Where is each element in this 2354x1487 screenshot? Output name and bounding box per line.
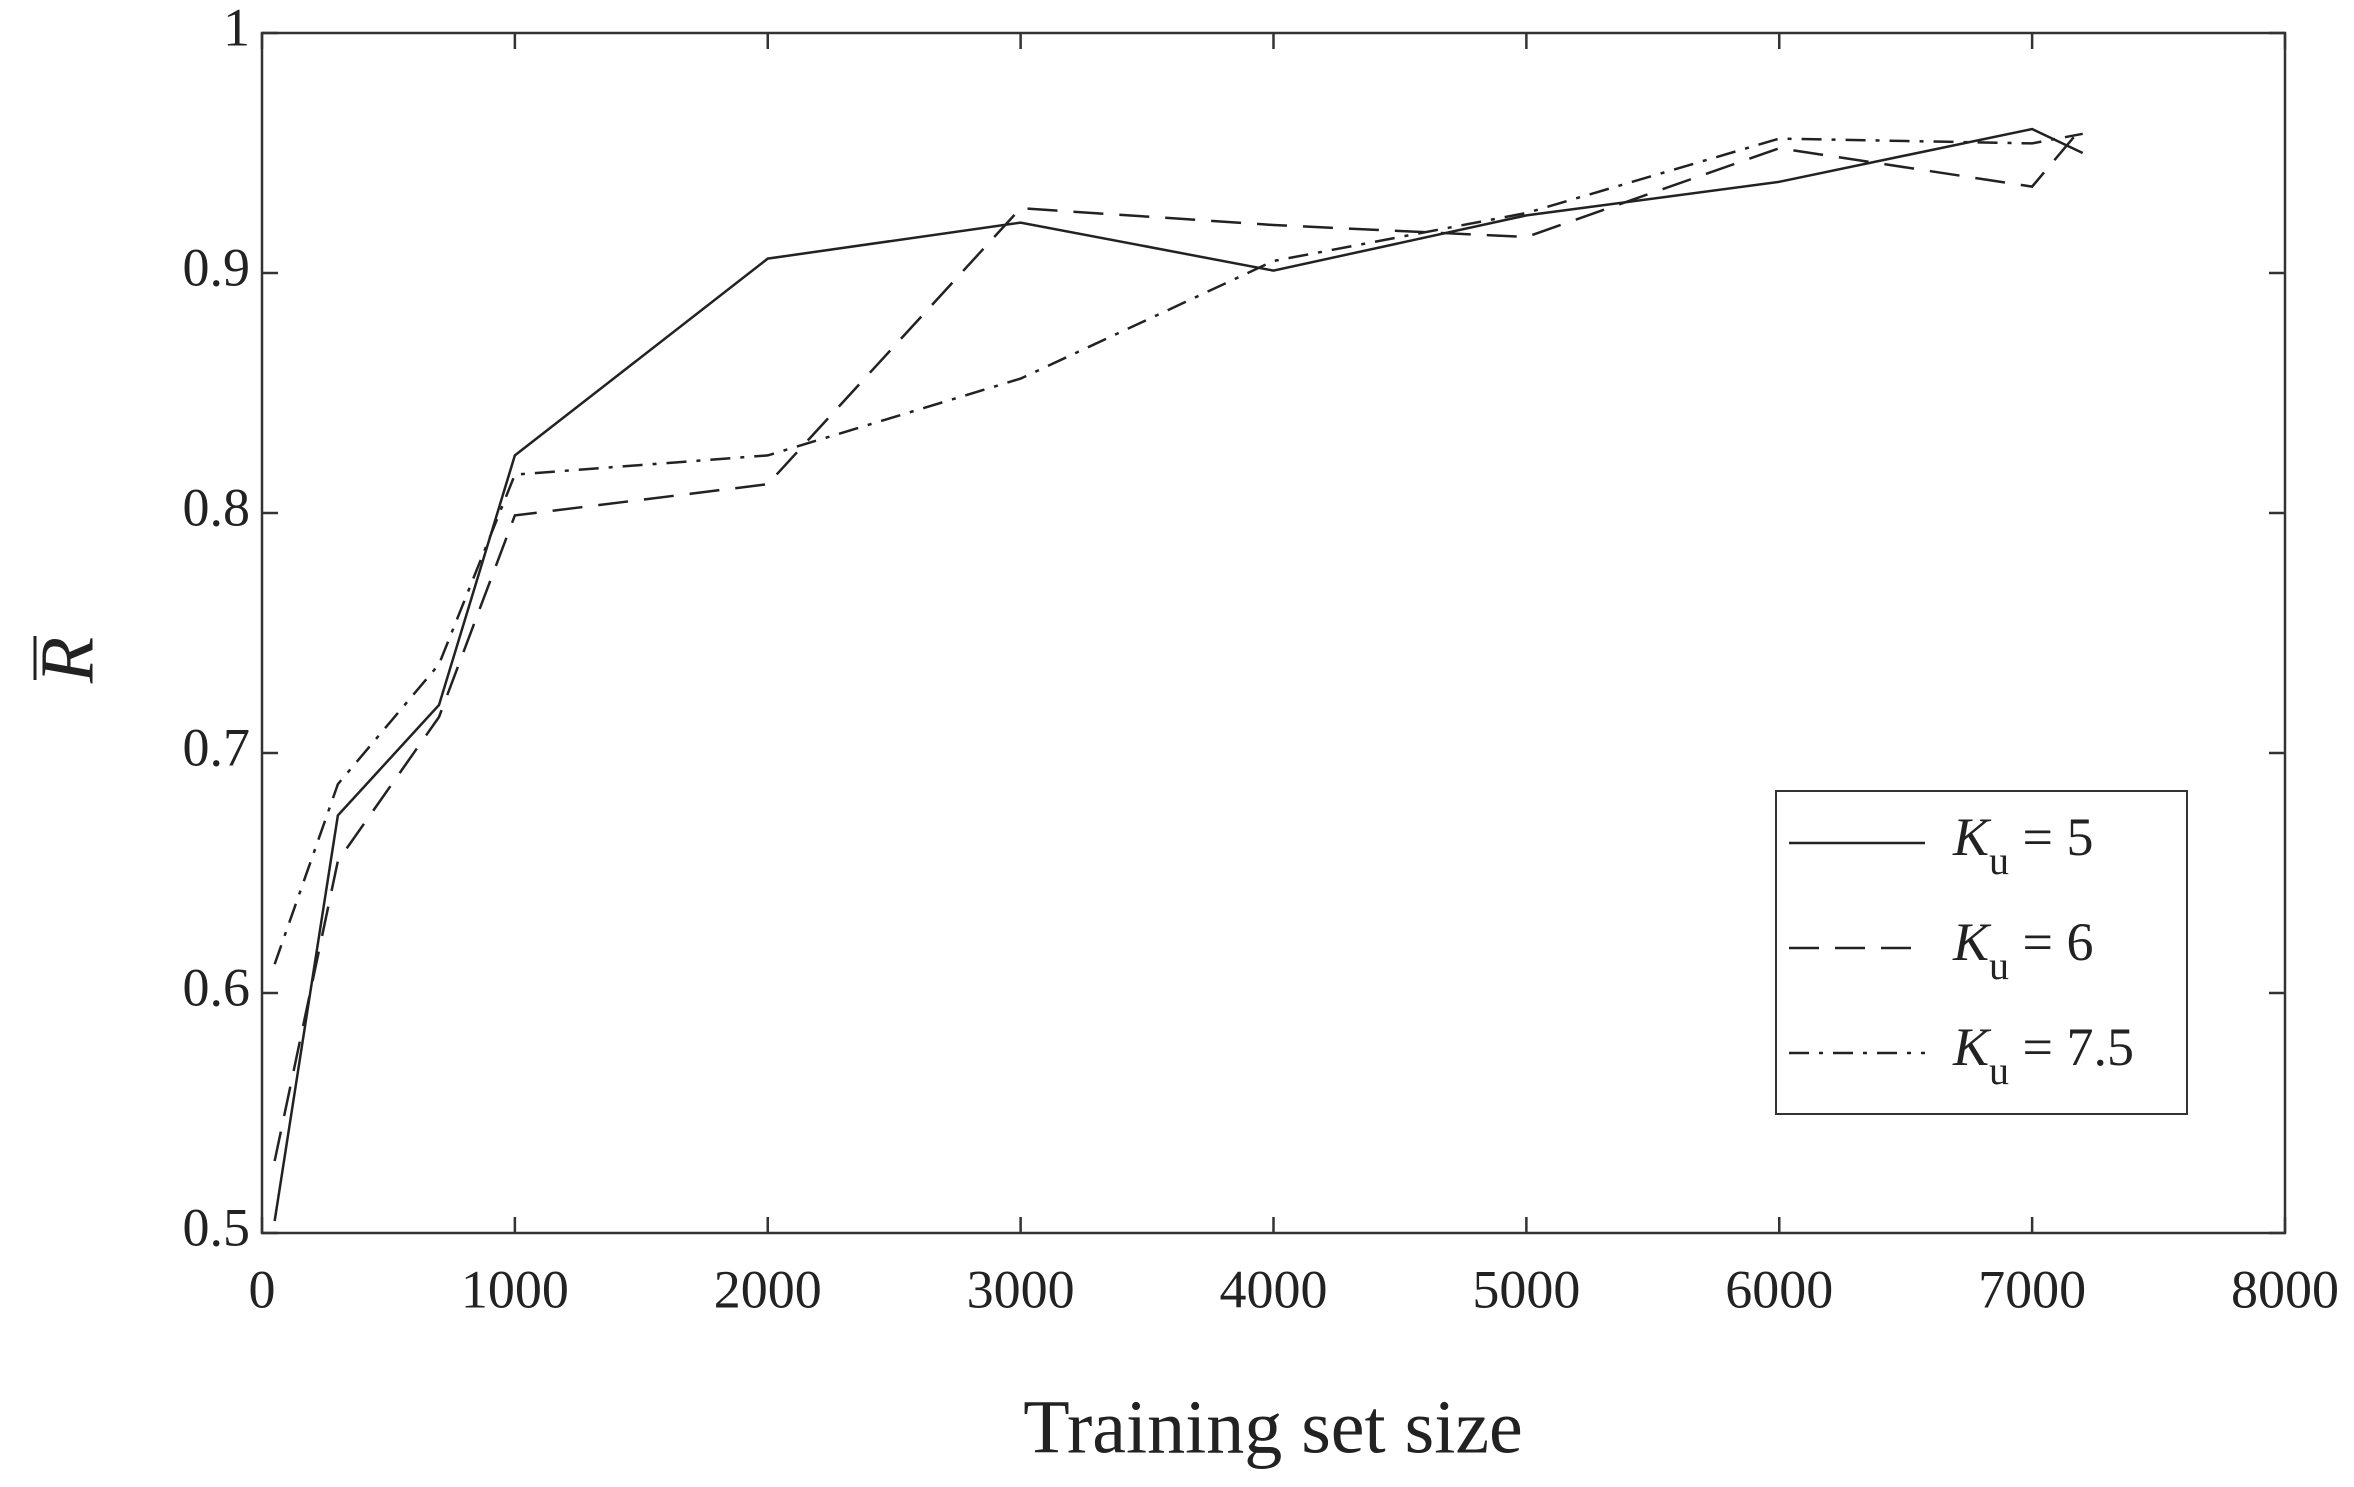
- x-tick-label: 8000: [2231, 1259, 2339, 1319]
- legend-label: Ku = 6: [1952, 912, 2094, 988]
- x-tick-label: 7000: [1978, 1259, 2086, 1319]
- y-tick-label: 0.7: [183, 717, 251, 777]
- y-tick-label: 0.5: [183, 1197, 251, 1257]
- x-axis-label: Training set size: [1023, 1385, 1523, 1469]
- x-tick-label: 5000: [1472, 1259, 1580, 1319]
- x-tick-label: 0: [249, 1259, 276, 1319]
- x-tick-label: 1000: [461, 1259, 569, 1319]
- series-line: [273, 125, 2084, 1162]
- legend-label: Ku = 7.5: [1952, 1017, 2134, 1093]
- y-axis-label-group: R: [25, 636, 109, 684]
- x-tick-label: 2000: [714, 1259, 822, 1319]
- y-tick-label: 0.8: [183, 477, 251, 537]
- y-tick-label: 1: [223, 0, 250, 57]
- legend-box: [1775, 790, 2188, 1115]
- x-tick-label: 4000: [1220, 1259, 1328, 1319]
- x-tick-label: 3000: [967, 1259, 1075, 1319]
- series-line: [273, 132, 2083, 965]
- y-tick-label: 0.9: [183, 237, 251, 297]
- x-tick-label: 6000: [1725, 1259, 1833, 1319]
- y-tick-label: 0.6: [183, 957, 251, 1017]
- legend-label: Ku = 5: [1952, 807, 2094, 883]
- y-axis-label: R: [25, 637, 109, 684]
- series-line: [273, 127, 2084, 1222]
